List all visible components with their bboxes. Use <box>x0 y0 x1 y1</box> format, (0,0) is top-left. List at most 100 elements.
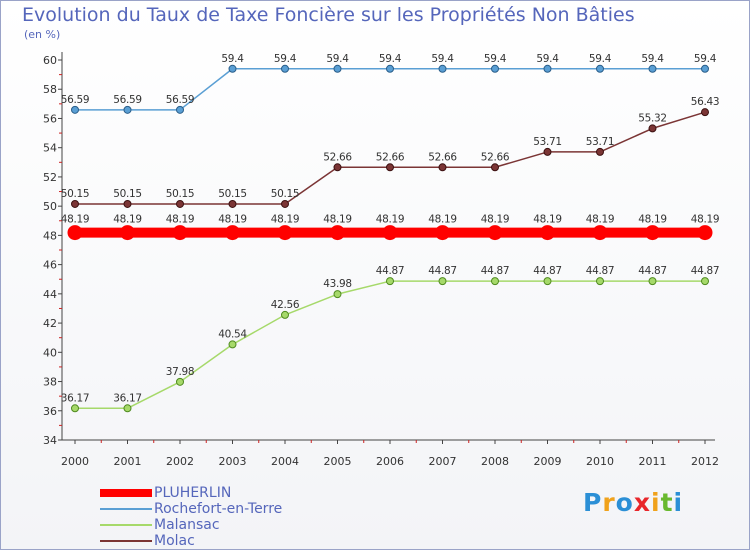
y-tick-label: 40 <box>43 346 57 359</box>
data-point <box>123 199 132 208</box>
data-label: 48.19 <box>61 214 90 226</box>
y-tick-label: 42 <box>43 317 57 330</box>
x-tick-label: 2003 <box>219 455 247 468</box>
data-point <box>386 163 394 172</box>
data-label: 36.17 <box>113 392 142 404</box>
data-label: 44.87 <box>376 265 405 277</box>
data-point <box>228 340 237 349</box>
legend-label: PLUHERLIN <box>154 485 232 501</box>
x-tick-label: 2008 <box>481 455 509 468</box>
data-point <box>277 225 293 241</box>
data-label: 48.19 <box>533 214 562 226</box>
data-label: 43.98 <box>323 278 352 290</box>
y-tick-label: 52 <box>43 171 57 184</box>
y-tick-label: 38 <box>43 376 57 389</box>
data-point <box>543 277 552 286</box>
data-label: 59.4 <box>536 53 559 65</box>
data-label: 42.56 <box>271 299 300 311</box>
data-label: 56.43 <box>691 96 720 108</box>
legend: PLUHERLIN Rochefort-en-Terre Malansac Molac <box>100 485 282 549</box>
data-point <box>176 105 184 114</box>
data-point <box>648 124 657 133</box>
data-point <box>281 310 289 319</box>
y-tick-label: 36 <box>43 405 57 418</box>
data-point <box>438 64 447 73</box>
data-point <box>228 199 237 208</box>
y-tick-label: 48 <box>43 229 57 242</box>
data-label: 59.4 <box>326 53 349 65</box>
data-point <box>228 64 237 73</box>
y-tick-label: 34 <box>43 434 57 447</box>
y-tick-label: 56 <box>43 112 57 125</box>
data-point <box>701 108 709 117</box>
data-point <box>123 404 132 413</box>
y-tick-label: 46 <box>43 259 57 272</box>
data-label: 53.71 <box>586 136 615 148</box>
data-label: 48.19 <box>428 214 457 226</box>
data-point <box>645 225 660 241</box>
data-point <box>176 377 184 386</box>
data-label: 56.59 <box>166 94 195 106</box>
data-label: 36.17 <box>61 392 90 404</box>
data-label: 48.19 <box>691 214 720 226</box>
legend-swatch <box>100 489 152 497</box>
data-point <box>491 163 499 172</box>
data-label: 48.19 <box>166 214 195 226</box>
data-point <box>71 105 79 114</box>
data-point <box>123 105 132 114</box>
data-point <box>281 64 289 73</box>
x-tick-label: 2010 <box>586 455 614 468</box>
data-point <box>382 225 398 241</box>
legend-label: Molac <box>154 533 195 549</box>
data-label: 48.19 <box>113 214 142 226</box>
data-label: 50.15 <box>271 188 300 200</box>
data-point <box>648 64 657 73</box>
data-label: 59.4 <box>589 53 612 65</box>
data-label: 48.19 <box>218 214 247 226</box>
x-tick-label: 2004 <box>271 455 299 468</box>
data-label: 59.4 <box>221 53 244 65</box>
data-label: 44.87 <box>638 265 667 277</box>
data-label: 56.59 <box>113 94 142 106</box>
data-label: 48.19 <box>481 214 510 226</box>
legend-label: Malansac <box>154 517 220 533</box>
data-label: 52.66 <box>481 151 510 163</box>
data-label: 48.19 <box>586 214 615 226</box>
x-tick-label: 2002 <box>166 455 194 468</box>
logo-letter: P <box>583 488 603 517</box>
y-tick-label: 60 <box>43 54 57 67</box>
logo-letter: i <box>651 488 661 517</box>
legend-swatch <box>100 540 152 542</box>
data-label: 44.87 <box>586 265 615 277</box>
data-label: 50.15 <box>166 188 195 200</box>
logo-letter: r <box>602 488 616 517</box>
data-label: 44.87 <box>691 265 720 277</box>
data-label: 37.98 <box>166 366 195 378</box>
data-point <box>71 404 79 413</box>
legend-item: Malansac <box>100 517 282 533</box>
data-label: 52.66 <box>376 151 405 163</box>
logo-letter: i <box>673 488 684 517</box>
legend-swatch <box>100 524 152 526</box>
x-tick-label: 2009 <box>534 455 562 468</box>
data-point <box>487 225 503 241</box>
data-point <box>592 225 608 241</box>
data-label: 50.15 <box>61 188 90 200</box>
data-label: 44.87 <box>533 265 562 277</box>
data-label: 59.4 <box>694 53 717 65</box>
data-point <box>225 225 240 241</box>
data-point <box>648 277 657 286</box>
data-point <box>333 64 342 73</box>
y-tick-label: 58 <box>43 83 57 96</box>
data-label: 50.15 <box>113 188 142 200</box>
data-point <box>596 64 604 73</box>
x-tick-label: 2011 <box>639 455 667 468</box>
data-point <box>386 64 394 73</box>
y-tick-label: 54 <box>43 142 57 155</box>
legend-item: Rochefort-en-Terre <box>100 501 282 517</box>
data-point <box>67 225 83 241</box>
data-point <box>438 163 447 172</box>
data-point <box>543 147 552 156</box>
data-point <box>386 277 394 286</box>
